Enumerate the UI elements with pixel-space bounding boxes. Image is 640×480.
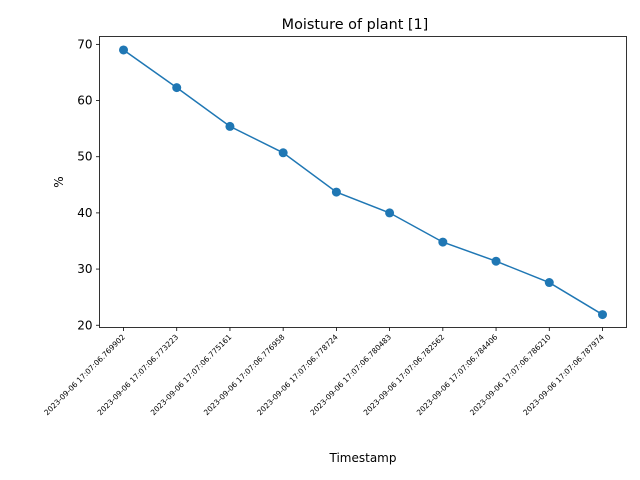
data-point [598, 310, 607, 320]
data-point [172, 83, 182, 93]
plot-series [119, 45, 607, 320]
y-tick-label: 70 [77, 37, 92, 51]
data-point [225, 121, 235, 131]
series-line [123, 49, 603, 316]
data-point [278, 148, 288, 158]
y-tick-label: 30 [77, 262, 92, 276]
data-point [491, 256, 501, 266]
y-tick-label: 20 [77, 318, 92, 332]
y-axis: 20 30 40 50 60 70 [77, 37, 100, 332]
x-axis-label: Timestamp [329, 451, 397, 465]
chart-title: Moisture of plant [1] [282, 17, 429, 33]
data-point [331, 187, 341, 197]
y-axis-label: % [52, 176, 66, 187]
y-tick-label: 40 [77, 206, 92, 220]
y-tick-label: 60 [77, 94, 92, 108]
data-point [119, 45, 128, 55]
data-point [385, 208, 395, 218]
plot-frame [99, 36, 627, 328]
data-point [544, 278, 554, 288]
y-tick-label: 50 [77, 150, 92, 164]
data-point [438, 237, 448, 247]
